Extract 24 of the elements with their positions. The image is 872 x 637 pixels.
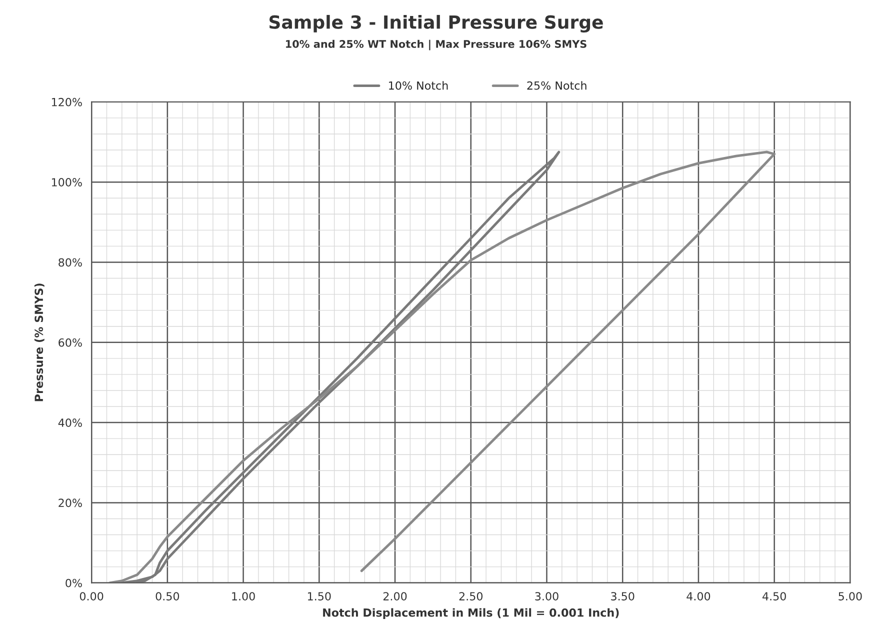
x-tick-label: 0.00: [80, 592, 104, 600]
y-tick-label: 20%: [58, 498, 82, 508]
x-tick-label: 2.00: [383, 592, 407, 600]
y-tick-label: 60%: [58, 338, 82, 347]
legend-label: 10% Notch: [389, 81, 448, 90]
y-tick-label: 100%: [52, 178, 82, 186]
x-axis-title: Notch Displacement in Mils (1 Mil = 0.001 Inch): [323, 608, 619, 619]
y-tick-label: 120%: [52, 98, 82, 106]
y-tick-label: 0%: [66, 578, 82, 588]
x-tick-label: 4.00: [686, 592, 710, 600]
chart-title: Sample 3 - Initial Pressure Surge: [269, 14, 603, 33]
x-tick-label: 4.50: [762, 592, 786, 600]
x-tick-label: 0.50: [156, 592, 180, 600]
legend-label: 25% Notch: [527, 81, 586, 90]
y-tick-label: 40%: [58, 418, 82, 427]
x-tick-label: 3.50: [611, 592, 634, 600]
chart-subtitle: 10% and 25% WT Notch | Max Pressure 106% SMYS: [286, 40, 586, 50]
x-tick-label: 2.50: [459, 592, 483, 600]
x-tick-label: 1.00: [232, 592, 255, 600]
x-tick-label: 1.50: [308, 592, 331, 600]
y-tick-label: 80%: [58, 258, 82, 267]
x-tick-label: 3.00: [535, 592, 558, 600]
x-tick-label: 5.00: [838, 592, 862, 600]
y-axis-title: Pressure (% SMYS): [34, 284, 44, 402]
